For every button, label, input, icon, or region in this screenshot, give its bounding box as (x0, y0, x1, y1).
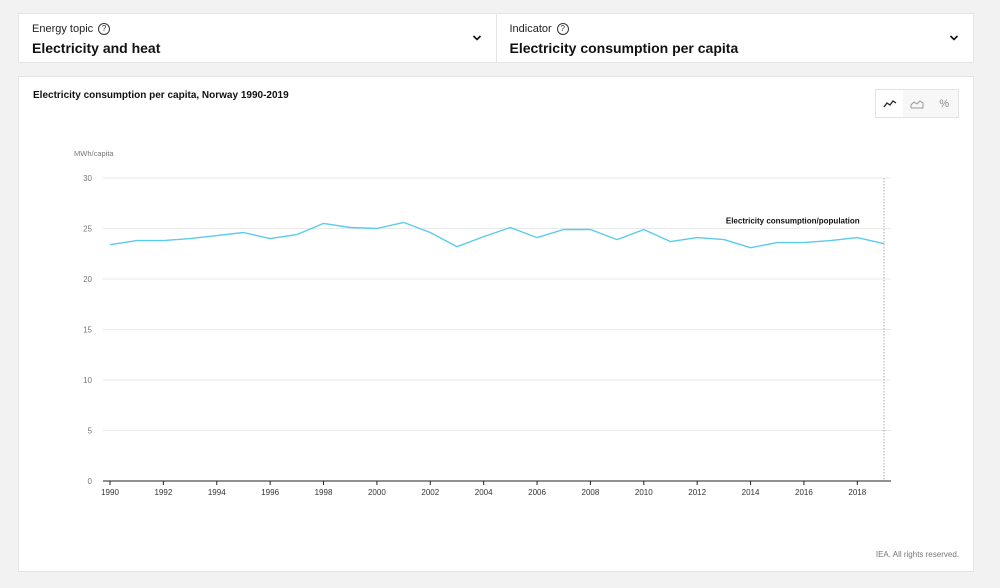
indicator-value: Electricity consumption per capita (509, 40, 739, 56)
x-tick-label: 2018 (848, 488, 866, 497)
indicator-label-row: Indicator ? (510, 23, 962, 35)
x-tick-label: 1990 (101, 488, 119, 497)
chart-card: Electricity consumption per capita, Norw… (18, 76, 974, 572)
line-icon (883, 99, 897, 107)
y-tick-label: 5 (88, 427, 93, 436)
y-tick-label: 10 (83, 376, 92, 385)
area-chart-toggle[interactable] (903, 90, 930, 117)
energy-topic-value: Electricity and heat (32, 40, 161, 56)
x-tick-label: 2010 (635, 488, 653, 497)
line-chart-toggle[interactable] (876, 90, 904, 117)
chevron-down-icon (472, 35, 481, 41)
indicator-dropdown[interactable]: Indicator ? Electricity consumption per … (495, 14, 974, 62)
x-tick-label: 2004 (475, 488, 493, 497)
y-tick-label: 20 (83, 275, 92, 284)
area-icon (910, 99, 924, 108)
chevron-down-icon (949, 35, 959, 41)
x-tick-label: 2012 (688, 488, 706, 497)
y-tick-label: 25 (83, 225, 92, 234)
chart-title: Electricity consumption per capita, Norw… (33, 90, 289, 101)
y-tick-label: 15 (83, 326, 92, 335)
percent-icon: % (939, 97, 950, 110)
line-chart: 0 5 10 15 20 25 30 1990 1992 1994 1996 1998 2000 200… (74, 149, 891, 497)
x-tick-label: 2006 (528, 488, 546, 497)
percent-toggle[interactable]: % (931, 90, 958, 117)
x-tick-label: 2002 (421, 488, 439, 497)
x-tick-label: 2014 (742, 488, 760, 497)
x-tick-label: 1996 (261, 488, 279, 497)
series-label: Electricity consumption/population (726, 217, 860, 226)
y-axis-tick-labels: 0 5 10 15 20 25 30 (83, 174, 92, 486)
help-icon[interactable]: ? (556, 23, 569, 35)
x-axis-tick-labels: 1990 1992 1994 1996 1998 2000 2002 2004 2006 2008… (101, 481, 867, 497)
copyright-note: IEA. All rights reserved. (875, 550, 959, 559)
x-tick-label: 2016 (795, 488, 813, 497)
y-tick-label: 30 (83, 174, 92, 183)
x-tick-label: 1994 (208, 488, 226, 497)
x-tick-label: 1998 (315, 488, 333, 497)
energy-topic-label: Energy topic (32, 23, 94, 35)
x-tick-label: 1992 (154, 488, 172, 497)
energy-topic-dropdown[interactable]: Energy topic ? Electricity and heat (19, 14, 496, 62)
x-tick-label: 2000 (368, 488, 386, 497)
x-tick-label: 2008 (582, 488, 600, 497)
indicator-label: Indicator (509, 23, 552, 35)
grid-lines (103, 177, 891, 431)
series-layer: Electricity consumption/population (109, 217, 885, 249)
y-tick-label: 0 (88, 477, 93, 486)
help-icon[interactable]: ? (98, 23, 111, 35)
x-axis (103, 178, 891, 482)
series-line[interactable] (109, 221, 885, 249)
selector-bar: Energy topic ? Electricity and heat Indi… (18, 13, 974, 63)
energy-topic-label-row: Energy topic ? (32, 23, 484, 35)
y-axis-label: MWh/capita (74, 149, 114, 158)
chart-type-toggle: % (875, 89, 959, 118)
